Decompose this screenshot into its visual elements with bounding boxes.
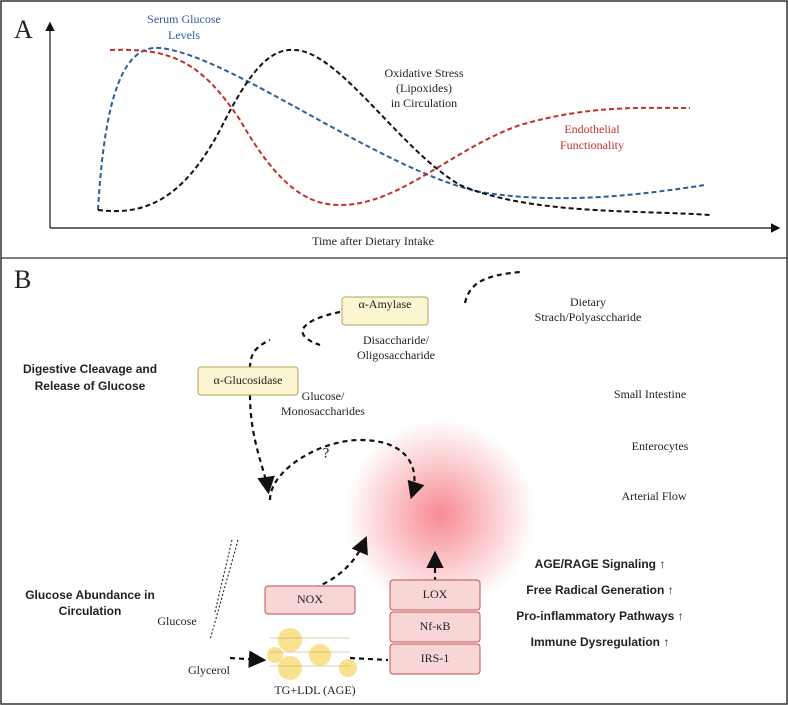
- box-label: NOX: [297, 592, 323, 606]
- label: Monosaccharides: [281, 404, 365, 418]
- box: [389, 611, 481, 643]
- arrows: [229, 270, 521, 668]
- glucose-curve: [97, 46, 706, 211]
- label: TG+LDL (AGE): [274, 683, 355, 697]
- curve-label: Serum Glucose: [147, 12, 221, 26]
- box-label: α-Glucosidase: [214, 373, 283, 387]
- box: [389, 579, 481, 611]
- label: Small Intestine: [614, 387, 686, 401]
- axes: [45, 21, 781, 233]
- curve-label: Functionality: [560, 138, 624, 152]
- box-label: Nf-κB: [420, 619, 451, 633]
- label: Glucose/: [302, 389, 345, 403]
- label: Strach/Polyasccharide: [535, 310, 642, 324]
- endothelial-curve: [109, 48, 691, 207]
- inflammation-glow: [345, 420, 535, 610]
- curve-label: (Lipoxides): [396, 81, 452, 95]
- box-label: LOX: [423, 587, 448, 601]
- label: Glucose: [157, 614, 196, 628]
- link: [209, 539, 239, 641]
- curve-label: Oxidative Stress: [385, 66, 464, 80]
- label: Dietary: [570, 295, 606, 309]
- label: Disaccharide/: [363, 333, 430, 347]
- label: Circulation: [59, 604, 122, 618]
- curve-label: in Circulation: [391, 96, 457, 110]
- label: ?: [323, 445, 330, 461]
- box-label: IRS-1: [421, 651, 450, 665]
- label: Digestive Cleavage and: [23, 362, 157, 376]
- x-axis-label: Time after Dietary Intake: [312, 234, 434, 248]
- box: [341, 296, 429, 326]
- label: Enterocytes: [632, 439, 689, 453]
- effect: Free Radical Generation ↑: [526, 583, 673, 597]
- curve-label: Levels: [168, 28, 200, 42]
- effect: Pro-inflammatory Pathways ↑: [516, 609, 683, 623]
- oxidative-curve: [97, 48, 711, 216]
- enzyme-boxes: [197, 296, 481, 675]
- panel-label: A: [14, 15, 33, 44]
- box: [389, 643, 481, 675]
- box-label: α-Amylase: [359, 297, 412, 311]
- box: [264, 585, 356, 615]
- label: Oligosaccharide: [357, 348, 435, 362]
- curve-label: Endothelial: [564, 122, 620, 136]
- lipids: [267, 628, 357, 680]
- label: Release of Glucose: [35, 379, 146, 393]
- box: [197, 366, 299, 396]
- panel-label: B: [14, 265, 31, 294]
- label: Glucose Abundance in: [25, 588, 155, 602]
- link: [214, 539, 233, 613]
- label: Arterial Flow: [622, 489, 687, 503]
- effect: Immune Dysregulation ↑: [531, 635, 670, 649]
- effect: AGE/RAGE Signaling ↑: [535, 557, 666, 571]
- label: Glycerol: [188, 663, 231, 677]
